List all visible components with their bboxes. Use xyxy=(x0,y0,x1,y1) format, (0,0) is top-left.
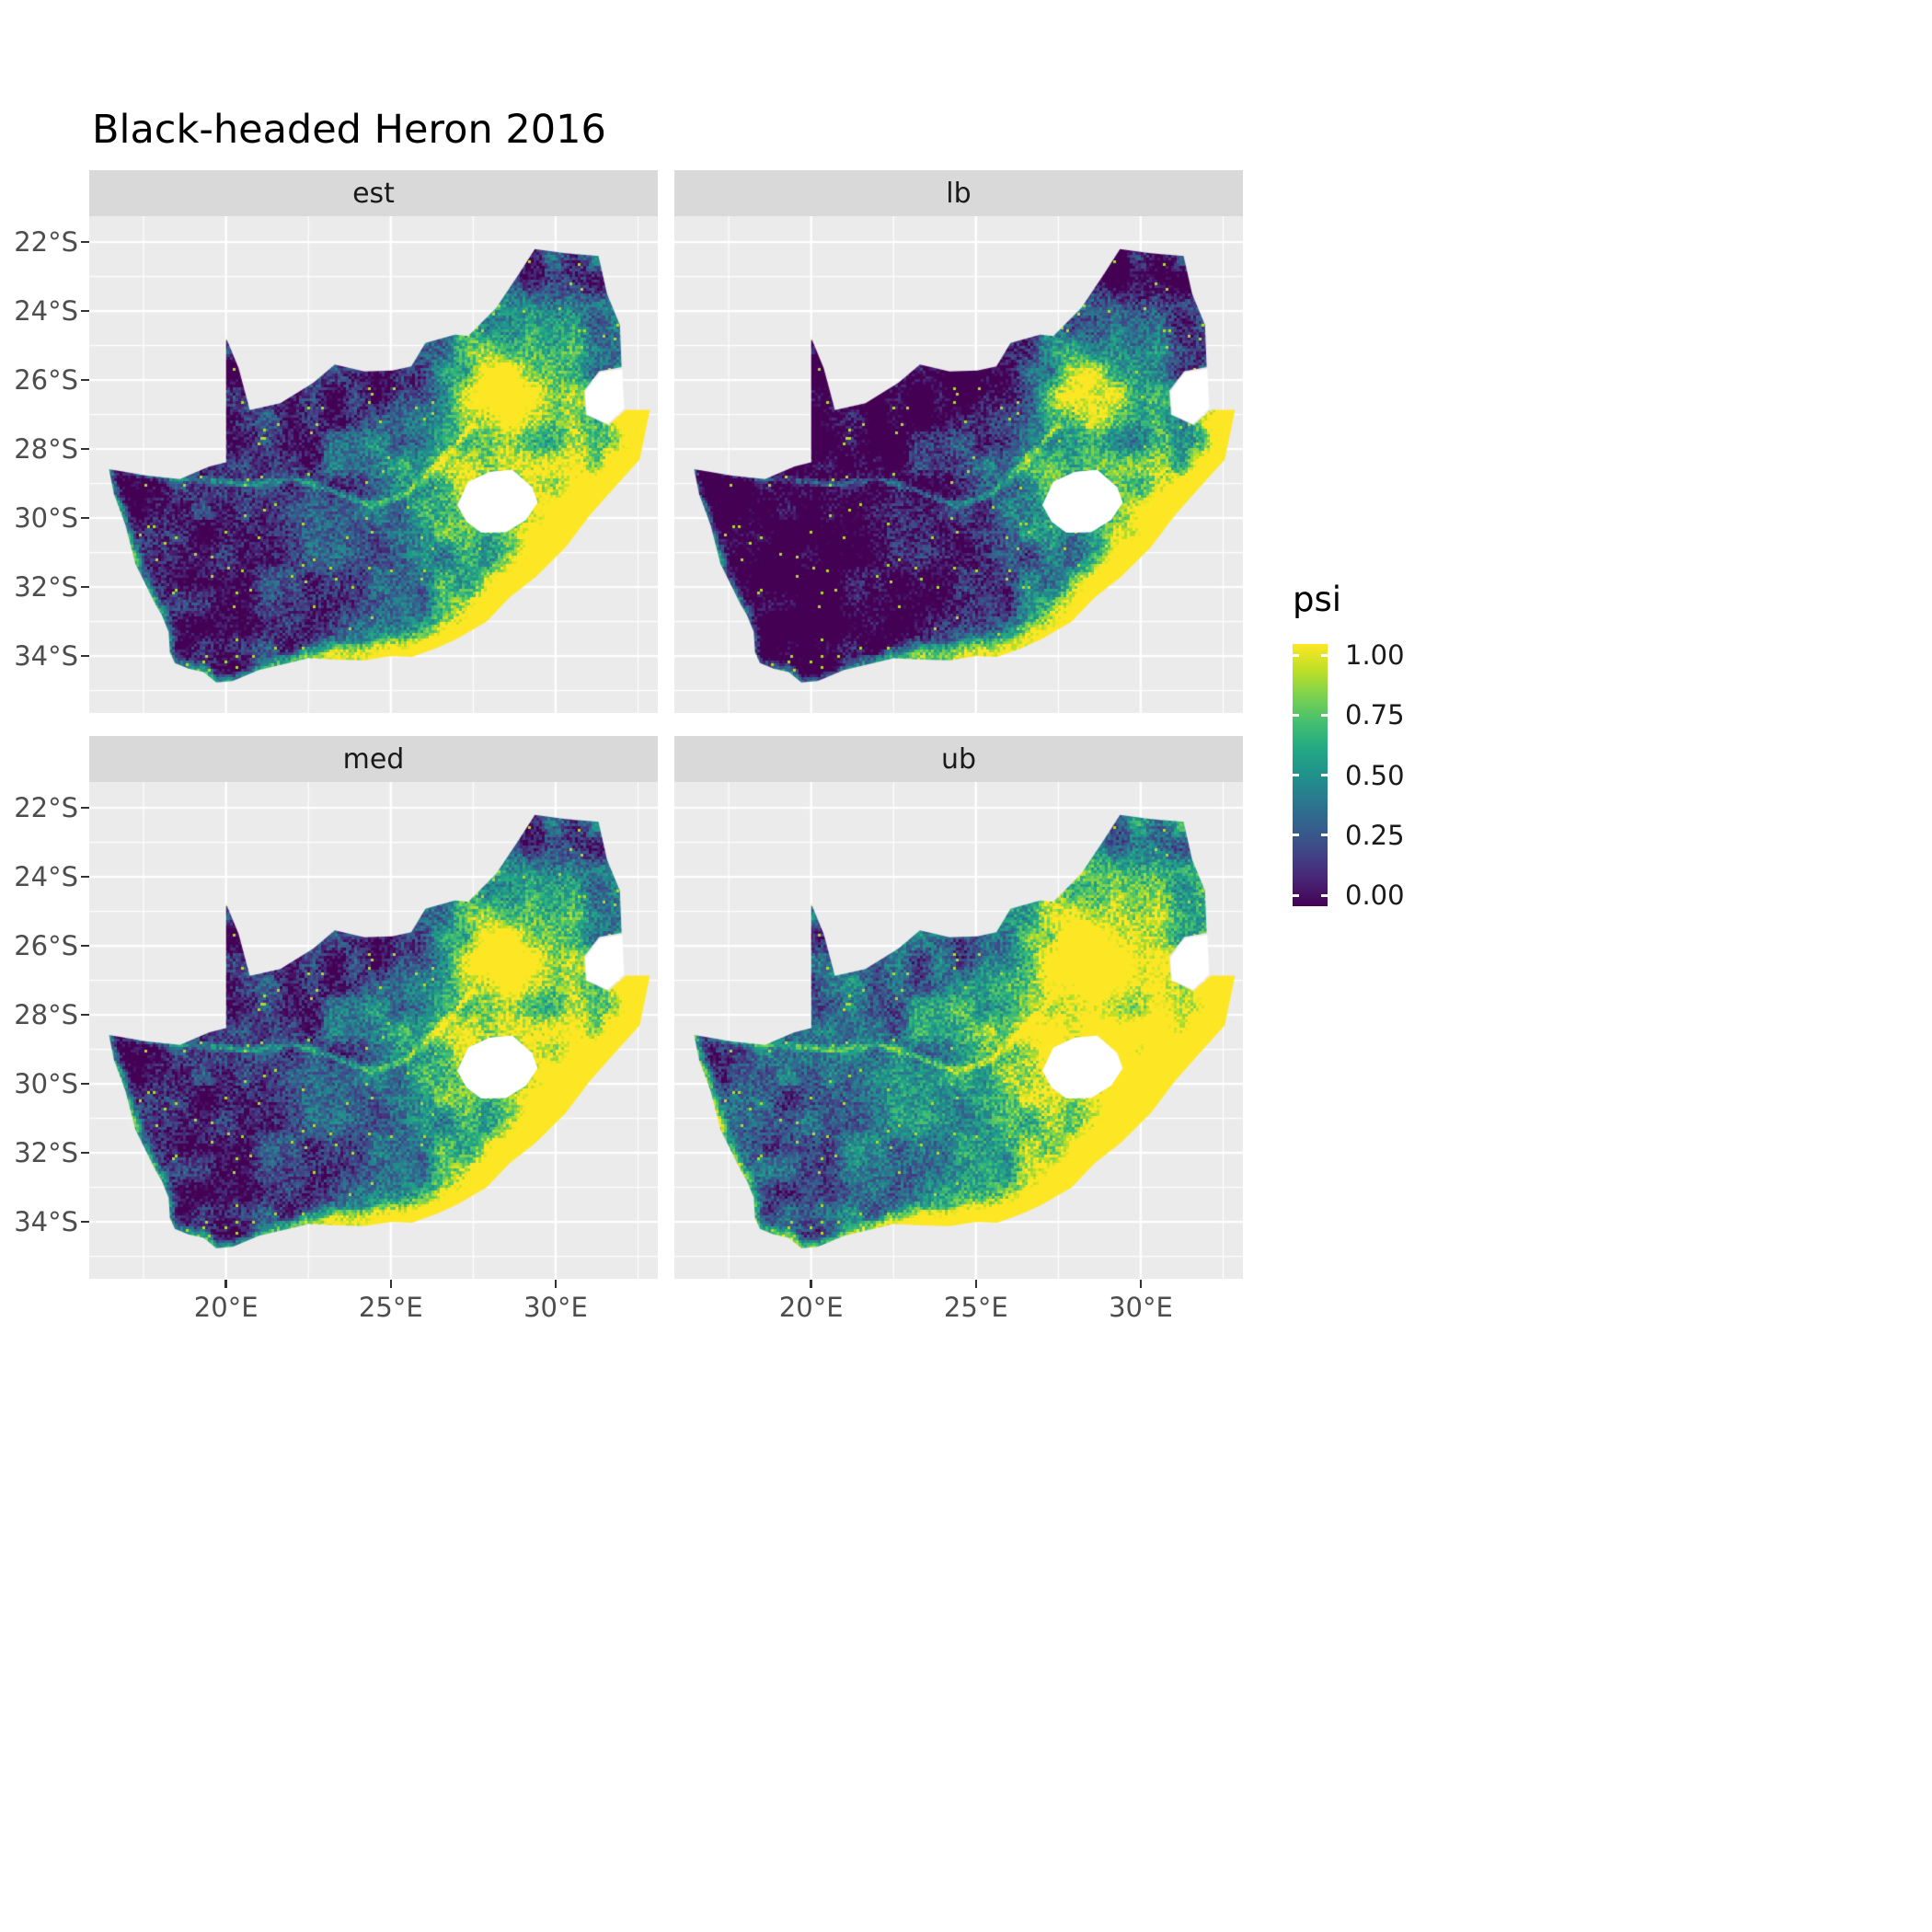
x-tick-label: 20°E xyxy=(778,1292,844,1323)
map-panel-med xyxy=(89,782,658,1279)
x-tick-label: 25°E xyxy=(943,1292,1008,1323)
y-tick-label: 26°S xyxy=(14,364,78,397)
legend-tick-label: 0.50 xyxy=(1345,759,1405,791)
facet-strip-est: est xyxy=(89,170,658,216)
y-tick-label: 30°S xyxy=(14,1068,78,1100)
y-tick-mark xyxy=(81,1220,89,1224)
map-panel-ub xyxy=(674,782,1243,1279)
x-tick-mark xyxy=(974,1280,978,1288)
x-tick-label: 20°E xyxy=(193,1292,259,1323)
y-tick-label: 34°S xyxy=(14,640,78,673)
y-tick-label: 32°S xyxy=(14,1137,78,1169)
x-tick-label: 30°E xyxy=(1109,1292,1173,1323)
y-tick-mark xyxy=(81,585,89,589)
y-tick-label: 34°S xyxy=(14,1206,78,1238)
legend-tick-label: 1.00 xyxy=(1345,639,1405,671)
x-tick-label: 30°E xyxy=(523,1292,588,1323)
y-tick-mark xyxy=(81,378,89,382)
facet-strip-label: ub xyxy=(940,742,977,776)
legend-tick-mark xyxy=(1321,834,1328,837)
y-tick-label: 30°S xyxy=(14,502,78,535)
y-tick-mark xyxy=(81,309,89,313)
legend-tick-mark xyxy=(1321,713,1328,717)
y-tick-mark xyxy=(81,1082,89,1086)
legend-tick-mark xyxy=(1293,893,1299,897)
legend-tick-label: 0.75 xyxy=(1345,699,1405,731)
legend-tick-label: 0.25 xyxy=(1345,819,1405,851)
x-tick-mark xyxy=(1139,1280,1143,1288)
facet-strip-ub: ub xyxy=(674,736,1243,782)
y-tick-label: 22°S xyxy=(14,792,78,824)
y-tick-mark xyxy=(81,944,89,948)
legend-title: psi xyxy=(1293,580,1342,619)
y-tick-mark xyxy=(81,240,89,244)
chart-title: Black-headed Heron 2016 xyxy=(92,107,606,153)
legend-tick-mark xyxy=(1293,774,1299,776)
facet-strip-lb: lb xyxy=(674,170,1243,216)
legend-tick-mark xyxy=(1293,834,1299,837)
y-tick-label: 28°S xyxy=(14,433,78,466)
map-panel-lb xyxy=(674,216,1243,713)
x-tick-mark xyxy=(810,1280,812,1288)
y-tick-label: 22°S xyxy=(14,226,78,259)
legend-tick-mark xyxy=(1321,774,1328,776)
legend-tick-label: 0.00 xyxy=(1345,880,1405,911)
map-panel-est xyxy=(89,216,658,713)
y-tick-label: 32°S xyxy=(14,571,78,604)
y-tick-mark xyxy=(81,875,89,879)
y-tick-label: 28°S xyxy=(14,999,78,1031)
x-tick-mark xyxy=(554,1280,558,1288)
facet-strip-med: med xyxy=(89,736,658,782)
y-tick-mark xyxy=(81,654,89,658)
y-tick-label: 24°S xyxy=(14,295,78,328)
y-tick-mark xyxy=(81,806,89,810)
x-tick-mark xyxy=(389,1280,393,1288)
y-tick-label: 26°S xyxy=(14,930,78,962)
x-tick-mark xyxy=(224,1280,227,1288)
facet-strip-label: med xyxy=(342,742,405,776)
y-tick-label: 24°S xyxy=(14,861,78,893)
legend-tick-mark xyxy=(1321,653,1328,657)
y-tick-mark xyxy=(81,1151,89,1155)
y-tick-mark xyxy=(81,516,89,520)
y-tick-mark xyxy=(81,1013,89,1017)
y-tick-mark xyxy=(81,447,89,451)
legend-tick-mark xyxy=(1293,713,1299,717)
legend-tick-mark xyxy=(1293,653,1299,657)
facet-strip-label: lb xyxy=(946,177,972,210)
x-tick-label: 25°E xyxy=(358,1292,423,1323)
facet-strip-label: est xyxy=(352,177,395,210)
legend-tick-mark xyxy=(1321,893,1328,897)
